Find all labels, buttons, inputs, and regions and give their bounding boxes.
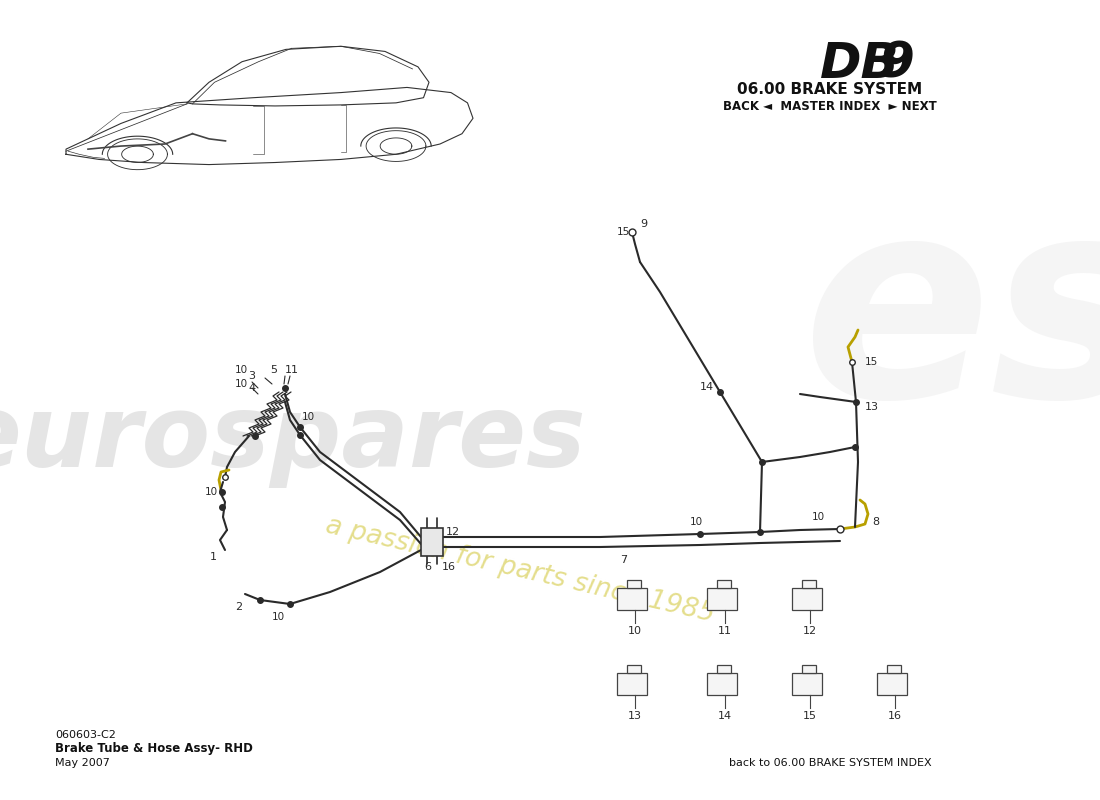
FancyBboxPatch shape [627,665,641,673]
Text: 10: 10 [272,612,285,622]
Text: 13: 13 [628,711,642,721]
Text: 4: 4 [248,383,255,393]
Text: es: es [803,185,1100,455]
FancyBboxPatch shape [627,580,641,588]
Text: 8: 8 [872,517,879,527]
Text: 10: 10 [302,412,315,422]
Text: 16: 16 [888,711,902,721]
Text: 14: 14 [700,382,714,392]
Text: 06.00 BRAKE SYSTEM: 06.00 BRAKE SYSTEM [737,82,923,97]
FancyBboxPatch shape [617,673,647,695]
FancyBboxPatch shape [707,673,737,695]
FancyBboxPatch shape [887,665,901,673]
FancyBboxPatch shape [717,580,732,588]
Text: 10: 10 [205,487,218,497]
Text: 12: 12 [803,626,817,636]
Text: back to 06.00 BRAKE SYSTEM INDEX: back to 06.00 BRAKE SYSTEM INDEX [728,758,932,768]
FancyBboxPatch shape [792,673,822,695]
FancyBboxPatch shape [802,580,816,588]
Text: 13: 13 [865,402,879,412]
Text: eurospares: eurospares [0,391,586,489]
Text: 9: 9 [640,219,647,229]
Text: 10: 10 [235,379,249,389]
FancyBboxPatch shape [717,665,732,673]
FancyBboxPatch shape [802,665,816,673]
Text: 15: 15 [865,357,878,367]
Text: 15: 15 [803,711,817,721]
Text: 9: 9 [880,40,915,88]
Text: 060603-C2: 060603-C2 [55,730,116,740]
Text: 15: 15 [617,227,630,237]
Text: 11: 11 [285,365,299,375]
Text: BACK ◄  MASTER INDEX  ► NEXT: BACK ◄ MASTER INDEX ► NEXT [723,100,937,113]
Text: 1: 1 [210,552,217,562]
Text: May 2007: May 2007 [55,758,110,768]
Text: 10: 10 [690,517,703,527]
FancyBboxPatch shape [792,588,822,610]
Text: a passion for parts since 1985: a passion for parts since 1985 [323,513,717,627]
FancyBboxPatch shape [421,528,443,556]
Text: 14: 14 [718,711,733,721]
Text: 12: 12 [446,527,460,537]
Text: 3: 3 [248,371,255,381]
Text: 10: 10 [812,512,825,522]
FancyBboxPatch shape [877,673,908,695]
Text: 10: 10 [628,626,642,636]
FancyBboxPatch shape [707,588,737,610]
FancyBboxPatch shape [617,588,647,610]
Text: 11: 11 [718,626,732,636]
Text: 6: 6 [424,562,431,572]
Text: Brake Tube & Hose Assy- RHD: Brake Tube & Hose Assy- RHD [55,742,253,755]
Text: 16: 16 [442,562,456,572]
Text: 10: 10 [235,365,249,375]
Text: 2: 2 [235,602,242,612]
Text: 5: 5 [270,365,277,375]
Text: DB: DB [820,40,900,88]
Text: 7: 7 [620,555,627,565]
